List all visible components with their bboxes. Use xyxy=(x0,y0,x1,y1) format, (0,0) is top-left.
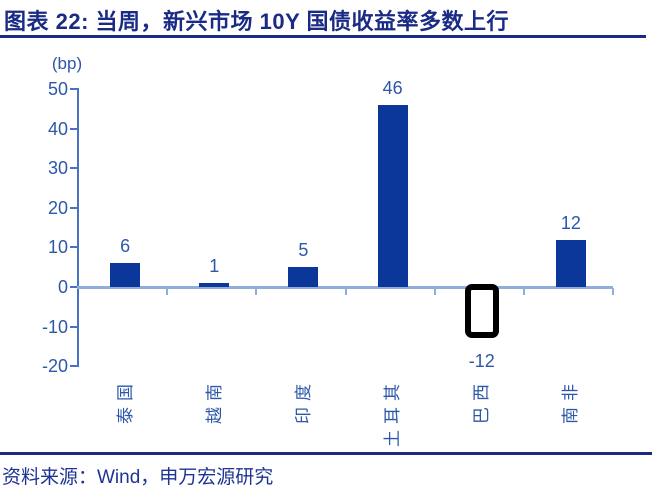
x-tick-mark xyxy=(344,288,347,295)
y-tick-label: 50 xyxy=(47,79,68,100)
x-category-label: 泰国 xyxy=(115,378,135,424)
bar-value-label: 5 xyxy=(298,240,309,260)
figure-title: 图表 22: 当周，新兴市场 10Y 国债收益率多数上行 xyxy=(4,9,509,34)
x-category-label: 土耳其 xyxy=(383,378,403,447)
y-axis-unit-label: (bp) xyxy=(51,54,83,73)
x-tick-mark xyxy=(433,288,436,295)
x-category-label: 越南 xyxy=(204,378,224,424)
bar xyxy=(110,263,141,287)
bar xyxy=(199,283,230,287)
y-tick-label: 20 xyxy=(47,197,68,218)
bar-value-label: -12 xyxy=(468,351,495,371)
x-tick-mark xyxy=(166,288,169,295)
bar xyxy=(377,105,408,287)
y-tick-label: 30 xyxy=(47,158,68,179)
x-tick-mark xyxy=(255,288,258,295)
y-tick-mark xyxy=(70,286,77,288)
bar-value-label: 12 xyxy=(560,213,581,233)
bar-value-label: 46 xyxy=(382,78,403,98)
y-tick-mark xyxy=(70,206,77,209)
y-tick-label: -10 xyxy=(41,316,68,337)
title-underline-rule xyxy=(0,35,646,38)
y-tick-mark xyxy=(70,325,77,328)
y-tick-mark xyxy=(70,167,77,170)
y-tick-mark xyxy=(70,365,77,368)
bar xyxy=(555,240,586,287)
y-tick-label: -20 xyxy=(41,356,68,377)
source-note: 资料来源：Wind，申万宏源研究 xyxy=(2,467,274,488)
x-category-label: 南非 xyxy=(561,378,581,424)
bar xyxy=(288,267,319,287)
y-axis-line xyxy=(77,88,79,367)
x-axis-zero-line xyxy=(77,286,613,289)
hollow-black-bar xyxy=(464,284,499,338)
bar-value-label: 6 xyxy=(120,236,131,256)
x-tick-mark xyxy=(522,288,525,295)
x-category-label: 印度 xyxy=(293,378,313,424)
y-tick-mark xyxy=(70,88,77,91)
y-tick-mark xyxy=(70,246,77,249)
bar-value-label: 1 xyxy=(209,256,220,276)
y-tick-label: 10 xyxy=(47,237,68,258)
y-tick-label: 40 xyxy=(47,118,68,139)
x-category-label: 巴西 xyxy=(472,378,492,424)
footer-rule xyxy=(0,452,652,455)
y-tick-label: 0 xyxy=(57,277,68,297)
y-tick-mark xyxy=(70,127,77,130)
x-tick-mark xyxy=(612,288,614,295)
